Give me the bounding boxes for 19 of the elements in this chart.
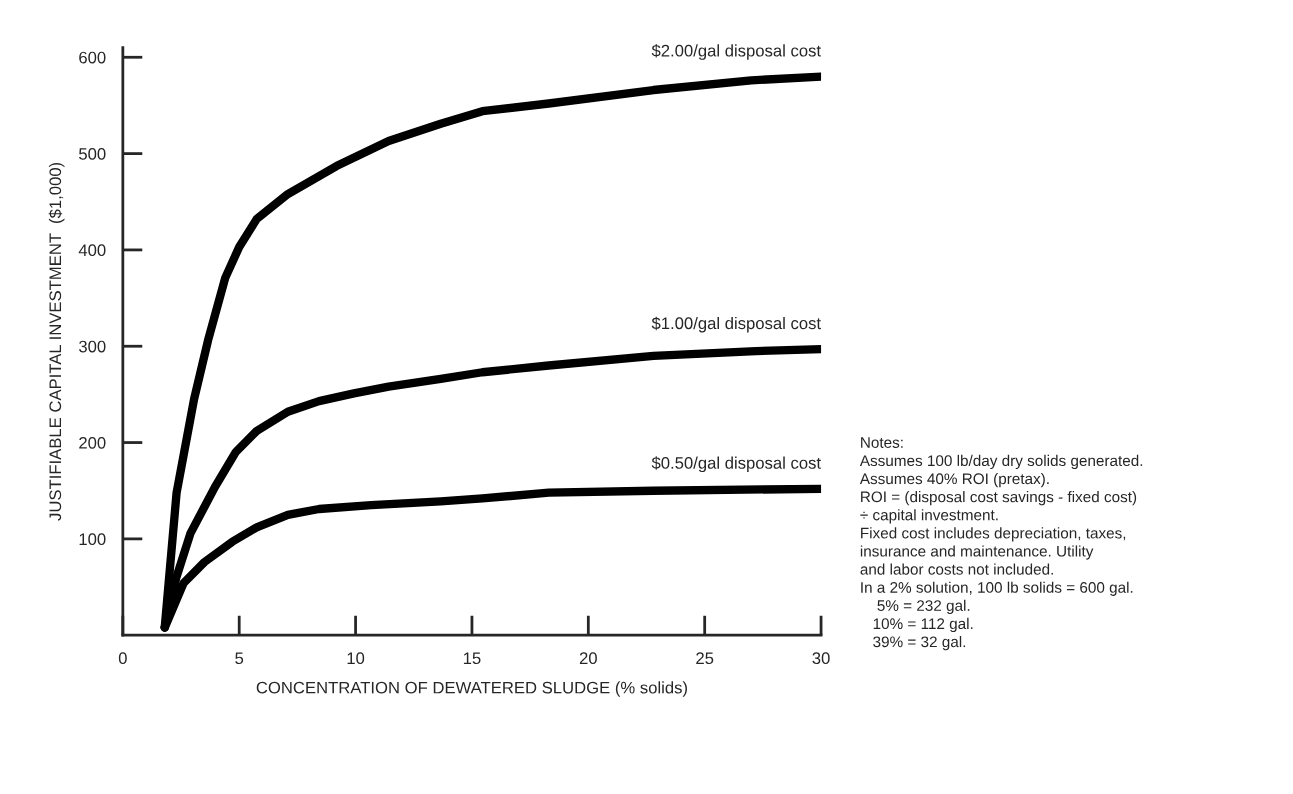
series-label: $1.00/gal disposal cost (651, 316, 821, 333)
x-tick-label: 25 (696, 652, 714, 665)
x-tick-label: 0 (118, 652, 127, 665)
y-tick-label: 400 (78, 244, 106, 257)
y-tick-label: 200 (79, 436, 106, 449)
y-axis-title: JUSTIFIABLE CAPITAL INVESTMENT ($1,000) (48, 162, 65, 521)
x-tick-label: 15 (463, 652, 481, 665)
series-label: $0.50/gal disposal cost (651, 456, 821, 473)
x-tick-label: 5 (235, 652, 244, 665)
y-tick-label: 300 (79, 340, 106, 353)
x-tick-label: 20 (579, 652, 597, 665)
y-tick-label: 500 (79, 147, 106, 160)
x-tick-label: 30 (812, 652, 830, 665)
x-tick-label: 10 (347, 652, 365, 665)
text: Notes: Assumes 100 lb/day dry solids generated. Assumes 40% ROI (pretax). ROI = (disposal cost savings - fixed cost) ÷ capital investment. Fixed cost includes depreciation, taxes, insurance and maintenance. Utility and labor costs not included. In a 2% solution, 100 lb solids = 600 gal. 5% = 232 gal. 10% = 112 gal. 39% = 32 gal. (859, 437, 1143, 651)
y-tick-label: 100 (79, 533, 106, 546)
y-tick-label: 600 (79, 51, 106, 64)
x-axis-title: CONCENTRATION OF DEWATERED SLUDGE (% solids) (256, 681, 687, 697)
series-label: $2.00/gal disposal cost (651, 44, 821, 60)
